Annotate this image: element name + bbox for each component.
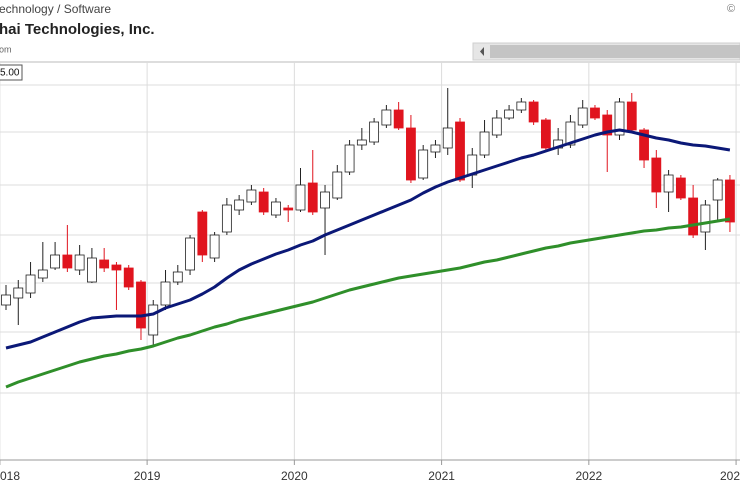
scroll-thumb[interactable] <box>490 45 740 58</box>
candle-body <box>479 131 490 156</box>
candle-body <box>663 174 674 193</box>
candle-body <box>614 101 625 136</box>
candle-body <box>540 119 551 149</box>
candle-body <box>430 144 441 153</box>
plot-area: 018 2019 2020 2021 2022 202 <box>0 62 740 483</box>
candle-body <box>700 204 711 233</box>
candle-body <box>381 109 392 126</box>
source: om <box>0 44 12 54</box>
candle-body <box>283 207 294 211</box>
candle-body <box>99 259 110 269</box>
copyright: © <box>727 3 735 15</box>
candle-body <box>406 127 416 181</box>
chart-title: hai Technologies, Inc. <box>0 21 155 38</box>
candle-body <box>565 121 576 146</box>
candle-body <box>271 201 281 216</box>
candle-body <box>62 254 73 269</box>
candle-body <box>148 304 159 336</box>
candle-body <box>639 129 649 161</box>
moving-average-line <box>5 128 731 350</box>
candle-body <box>602 114 613 136</box>
candle-body <box>123 267 134 288</box>
sector: echnology / Software <box>0 2 111 16</box>
candle-body <box>356 139 367 146</box>
candle-body <box>246 189 257 203</box>
candle-body <box>491 117 502 136</box>
candle-body <box>234 199 245 211</box>
candle-body <box>688 197 699 236</box>
candle-body <box>136 281 146 329</box>
candle-body <box>111 264 122 271</box>
price-label-box <box>0 64 23 81</box>
price-label: 5.00 <box>0 68 20 79</box>
candle-body <box>74 254 85 271</box>
candle-body <box>37 269 48 279</box>
x-tick-label: 202 <box>720 469 740 483</box>
scroll-arrow[interactable] <box>480 47 484 56</box>
candle-body <box>418 149 429 179</box>
x-tick-label: 2020 <box>281 469 308 483</box>
candle-body <box>344 144 355 173</box>
x-tick-label: 2019 <box>134 469 161 483</box>
candle-body <box>258 191 269 213</box>
candle-body <box>160 281 171 306</box>
candle-body <box>295 184 306 211</box>
candle-body <box>626 101 637 131</box>
candle-body <box>209 234 220 259</box>
candle-body <box>651 157 662 193</box>
candle-body <box>504 109 514 119</box>
candle-body <box>577 107 588 126</box>
candle-body <box>13 287 24 299</box>
candle-body <box>675 177 686 199</box>
candle-body <box>442 127 453 149</box>
candle-body <box>590 107 600 119</box>
x-tick-label: 018 <box>0 469 20 483</box>
moving-average-line <box>5 217 731 389</box>
candle-body <box>516 101 527 111</box>
candle-body <box>320 191 330 209</box>
candle-body <box>528 101 539 123</box>
candle-body <box>332 171 343 199</box>
candle-body <box>25 274 36 294</box>
x-tick-label: 2021 <box>428 469 455 483</box>
candle-body <box>455 121 465 181</box>
x-tick-label: 2022 <box>575 469 602 483</box>
candle-body <box>197 211 208 256</box>
candle-body <box>712 179 723 201</box>
candle-body <box>725 179 735 223</box>
candle-body <box>1 294 11 306</box>
candle-body <box>307 182 318 213</box>
candle-body <box>369 121 380 143</box>
candle-body <box>172 271 183 283</box>
candle-body <box>393 109 404 129</box>
candle-body <box>50 254 60 269</box>
candle-body <box>185 237 195 271</box>
candle-body <box>87 257 97 283</box>
candle-body <box>221 204 232 233</box>
